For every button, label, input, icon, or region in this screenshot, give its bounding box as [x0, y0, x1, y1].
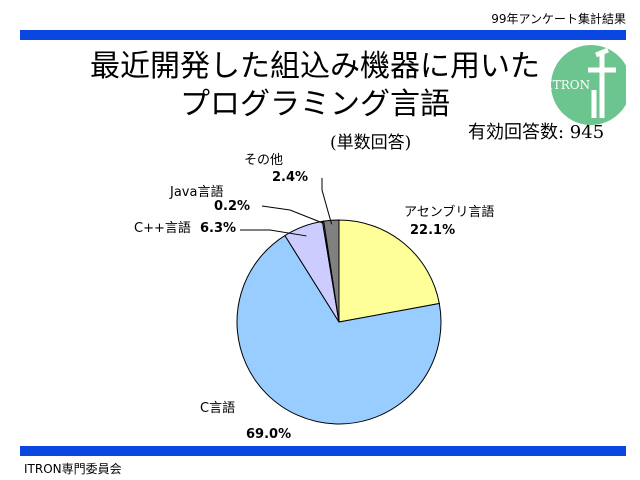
label-cpp: C++言語: [134, 220, 191, 236]
label-assembly: アセンブリ言語: [404, 204, 494, 220]
pie-slice-1: [236, 234, 442, 425]
leader-cpp: [240, 229, 307, 237]
bottom-rule: [20, 446, 626, 456]
logo-circle-icon: [551, 45, 626, 125]
page-title: 最近開発した組込み機器に用いた プログラミング言語: [60, 48, 570, 124]
itron-logo: ITRON: [548, 45, 626, 125]
logo-text: ITRON: [548, 78, 590, 92]
label-java: Java言語: [169, 184, 223, 200]
slice-labels: アセンブリ言語 22.1% C言語 69.0% C++言語 6.3% Java言…: [134, 153, 494, 442]
label-c: C言語: [200, 400, 235, 416]
title-line-2: プログラミング言語: [180, 87, 450, 122]
pct-other: 2.4%: [272, 170, 308, 185]
footer-org: ITRON専門委員会: [24, 462, 122, 476]
pie-slice-4: [323, 219, 340, 323]
pie-slice-0: [338, 219, 440, 323]
leader-lines: [240, 178, 333, 237]
survey-note: 99年アンケート集計結果: [491, 12, 626, 26]
logo-mark-icon: [588, 47, 616, 118]
leader-other: [321, 178, 333, 225]
pct-assembly: 22.1%: [410, 223, 455, 238]
pct-c: 69.0%: [246, 427, 291, 442]
top-rule: [20, 30, 626, 40]
pct-cpp: 6.3%: [200, 221, 236, 236]
chart-subtitle: (単数回答): [330, 133, 412, 153]
pct-java: 0.2%: [214, 199, 250, 214]
label-other: その他: [244, 153, 283, 168]
leader-java: [261, 205, 324, 224]
pie-slices: [236, 219, 442, 425]
title-line-1: 最近開発した組込み機器に用いた: [90, 49, 540, 84]
response-count: 有効回答数: 945: [468, 122, 605, 143]
